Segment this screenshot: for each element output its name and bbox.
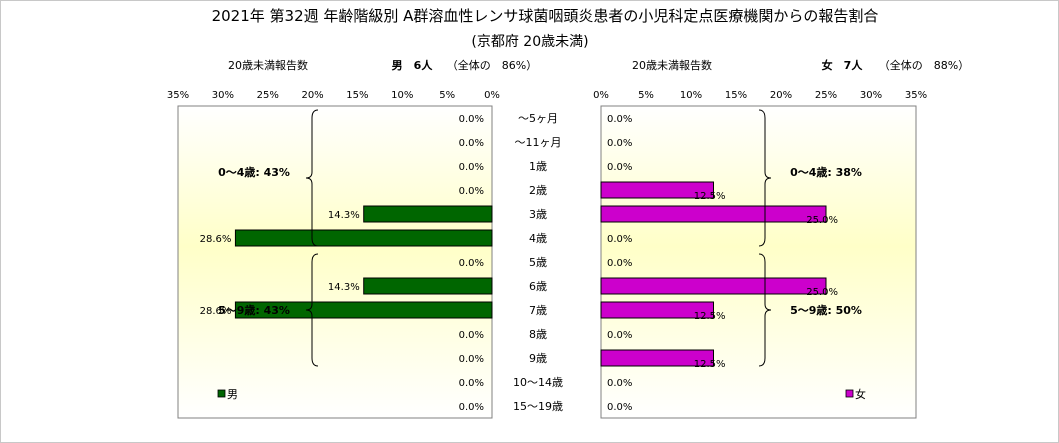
legend-label-right: 女 <box>855 387 866 401</box>
group-label-left: 5～9歳: 43% <box>218 303 290 317</box>
legend-swatch-left <box>217 389 226 398</box>
category-label: ～11ヶ月 <box>515 136 562 149</box>
tick-label-right: 5% <box>638 90 654 101</box>
chart-subtitle: (京都府 20歳未満) <box>471 34 588 50</box>
tick-label-right: 10% <box>680 90 702 101</box>
data-label-right: 12.5% <box>694 191 726 202</box>
bar-right <box>600 349 714 367</box>
category-label: 5歳 <box>529 256 547 269</box>
category-label: 9歳 <box>529 352 547 365</box>
tick-label-left: 10% <box>391 90 413 101</box>
bar-right <box>600 205 827 223</box>
group-label-right: 5～9歳: 50% <box>790 303 862 317</box>
category-label: 15～19歳 <box>513 400 563 413</box>
data-label-right: 12.5% <box>694 311 726 322</box>
panel-header-share-left: （全体の 86%） <box>447 58 537 72</box>
category-label: 1歳 <box>529 160 547 173</box>
panel-header-label-right: 20歳未満報告数 <box>632 59 712 72</box>
category-label: 8歳 <box>529 328 547 341</box>
tick-label-left: 20% <box>301 90 323 101</box>
tick-label-right: 25% <box>815 90 837 101</box>
tick-label-left: 35% <box>167 90 189 101</box>
chart-title: 2021年 第32週 年齢階級別 A群溶血性レンサ球菌咽頭炎患者の小児科定点医療… <box>212 7 879 25</box>
bar-left <box>234 301 493 319</box>
data-label-left: 14.3% <box>328 282 360 293</box>
data-label-right: 0.0% <box>607 258 632 269</box>
data-label-left: 28.6% <box>200 234 232 245</box>
bar-left <box>234 229 493 247</box>
data-label-left: 0.0% <box>459 258 484 269</box>
panel-header-share-right: （全体の 88%） <box>879 58 969 72</box>
panel-header-count-right: 女 7人 <box>822 58 864 72</box>
bar-right <box>600 301 714 319</box>
data-label-left: 0.0% <box>459 330 484 341</box>
tick-label-right: 15% <box>725 90 747 101</box>
category-label: 3歳 <box>529 208 547 221</box>
data-label-right: 0.0% <box>607 234 632 245</box>
plot-area-left <box>177 105 493 419</box>
category-label: 4歳 <box>529 232 547 245</box>
data-label-left: 28.6% <box>200 306 232 317</box>
category-label: 6歳 <box>529 280 547 293</box>
group-brace-left <box>305 109 319 247</box>
tick-label-left: 30% <box>212 90 234 101</box>
data-label-right: 0.0% <box>607 402 632 413</box>
category-label: ～5ヶ月 <box>518 112 558 125</box>
data-label-right: 0.0% <box>607 138 632 149</box>
category-label: 10～14歳 <box>513 376 563 389</box>
data-label-left: 0.0% <box>459 138 484 149</box>
panel-header-label-left: 20歳未満報告数 <box>228 59 308 72</box>
data-label-left: 0.0% <box>459 114 484 125</box>
group-brace-left <box>305 253 319 367</box>
tick-label-right: 35% <box>905 90 927 101</box>
bar-right <box>600 277 827 295</box>
data-label-left: 0.0% <box>459 162 484 173</box>
group-brace-right <box>758 109 772 247</box>
bar-left <box>363 205 493 223</box>
group-label-right: 0～4歳: 38% <box>790 165 862 179</box>
data-label-right: 12.5% <box>694 359 726 370</box>
data-label-left: 0.0% <box>459 378 484 389</box>
tick-label-left: 15% <box>346 90 368 101</box>
group-label-left: 0～4歳: 43% <box>218 165 290 179</box>
data-label-right: 25.0% <box>806 287 838 298</box>
tick-label-right: 0% <box>593 90 609 101</box>
plot-area-right <box>600 105 917 419</box>
tick-label-left: 0% <box>484 90 500 101</box>
tick-label-left: 5% <box>439 90 455 101</box>
data-label-right: 0.0% <box>607 114 632 125</box>
legend-label-left: 男 <box>227 388 238 401</box>
data-label-left: 0.0% <box>459 354 484 365</box>
bar-left <box>363 277 493 295</box>
legend-swatch-right <box>845 389 854 398</box>
category-label: 2歳 <box>529 184 547 197</box>
data-label-right: 0.0% <box>607 330 632 341</box>
data-label-left: 0.0% <box>459 186 484 197</box>
tick-label-left: 25% <box>257 90 279 101</box>
data-label-right: 25.0% <box>806 215 838 226</box>
group-brace-right <box>758 253 772 367</box>
data-label-left: 0.0% <box>459 402 484 413</box>
tick-label-right: 20% <box>770 90 792 101</box>
data-label-left: 14.3% <box>328 210 360 221</box>
data-label-right: 0.0% <box>607 162 632 173</box>
tick-label-right: 30% <box>860 90 882 101</box>
data-label-right: 0.0% <box>607 378 632 389</box>
bar-right <box>600 181 714 199</box>
category-label: 7歳 <box>529 304 547 317</box>
panel-header-count-left: 男 6人 <box>392 58 434 72</box>
